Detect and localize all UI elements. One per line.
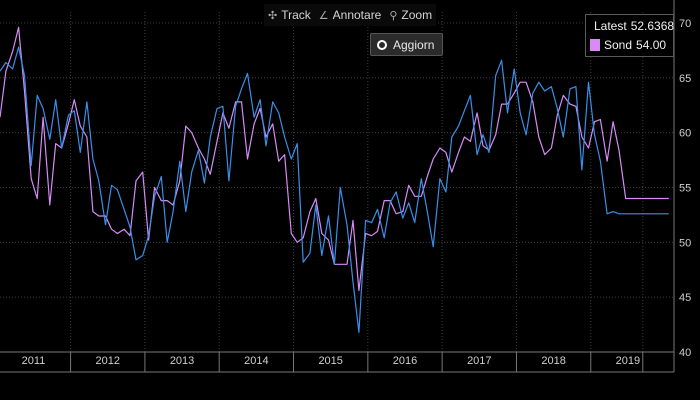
y-tick-label: 55 (679, 182, 691, 194)
series-line-latest (0, 46, 669, 333)
y-tick-label: 60 (679, 128, 691, 140)
y-tick-label: 45 (679, 292, 691, 304)
x-tick-label: 2012 (96, 355, 120, 367)
legend-item-sond: Sond 54.00 (586, 36, 673, 53)
annotate-tool[interactable]: ∠ Annotare (315, 4, 386, 26)
zoom-label: Zoom (401, 8, 433, 22)
crosshair-icon: ✣ (268, 9, 278, 22)
pencil-icon: ∠ (318, 9, 329, 22)
y-tick-label: 65 (679, 73, 691, 85)
zoom-tool[interactable]: ⚲ Zoom (385, 4, 436, 26)
legend-item-latest: Latest 52.6368 (586, 17, 675, 34)
track-label: Track (281, 8, 311, 22)
magnifier-icon: ⚲ (389, 9, 398, 22)
y-tick-label: 40 (679, 347, 691, 359)
chart-toolbar: ✣ Track ∠ Annotare ⚲ Zoom (264, 4, 437, 26)
track-tool[interactable]: ✣ Track (264, 4, 315, 26)
annotate-label: Annotare (332, 8, 382, 22)
legend-name: Latest (594, 18, 627, 33)
x-tick-label: 2017 (467, 355, 491, 367)
refresh-icon (377, 39, 387, 50)
series-lines (0, 26, 669, 333)
series-line-sond (0, 26, 669, 292)
grid (0, 12, 674, 353)
x-tick-label: 2013 (170, 355, 194, 367)
y-tick-label: 70 (679, 18, 691, 30)
legend-value: 52.6368 (630, 18, 675, 33)
x-tick-label: 2015 (318, 355, 342, 367)
x-tick-label: 2018 (541, 355, 565, 367)
x-tick-label: 2011 (22, 355, 46, 367)
legend-name: Sond (604, 37, 633, 52)
y-tick-label: 50 (679, 237, 691, 249)
refresh-button[interactable]: Aggiorn (370, 33, 444, 56)
x-tick-label: 2019 (616, 355, 640, 367)
legend-swatch-sond (590, 38, 600, 51)
y-axis: 40 45 50 55 60 65 70 (673, 0, 691, 372)
legend: Latest 52.6368 Sond 54.00 (585, 14, 674, 57)
x-tick-label: 2014 (244, 355, 268, 367)
refresh-label: Aggiorn (393, 37, 435, 52)
x-tick-label: 2016 (393, 355, 417, 367)
legend-value: 54.00 (636, 37, 667, 52)
x-axis: 2011 2012 2013 2014 2015 2016 2017 2018 2019 (0, 351, 674, 373)
